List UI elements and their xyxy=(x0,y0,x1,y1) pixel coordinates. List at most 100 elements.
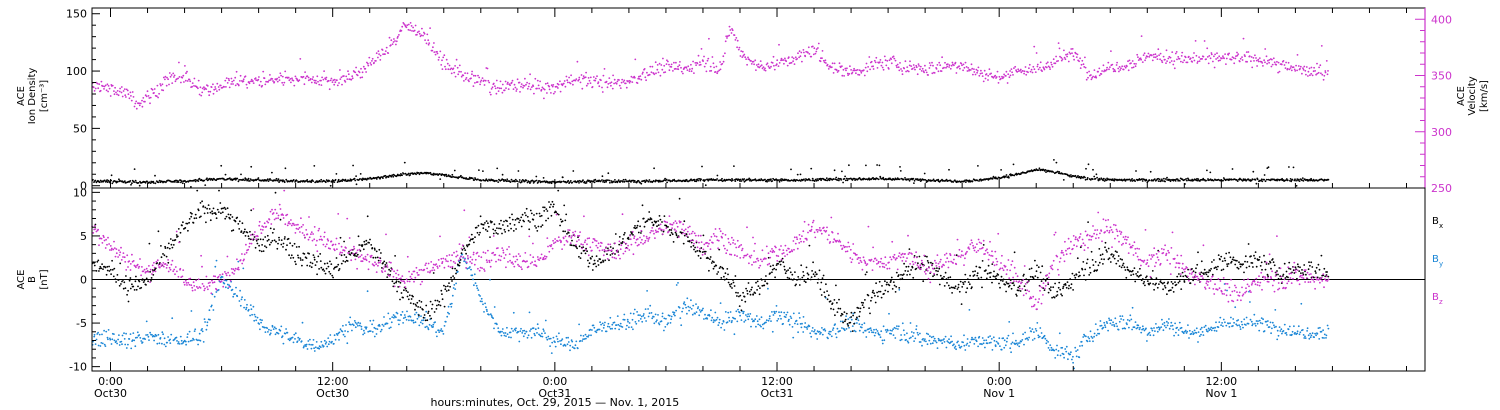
data-point xyxy=(1084,176,1086,179)
data-point xyxy=(1281,332,1283,335)
data-point xyxy=(294,75,297,78)
data-point xyxy=(987,79,989,81)
data-point xyxy=(633,76,636,79)
data-point xyxy=(280,243,283,246)
data-point xyxy=(719,61,721,63)
data-point xyxy=(1195,54,1198,57)
data-point xyxy=(273,326,276,329)
data-point xyxy=(809,179,811,182)
data-point xyxy=(418,32,421,35)
data-point xyxy=(301,321,304,324)
data-point xyxy=(310,347,313,350)
data-point xyxy=(433,42,435,44)
data-point xyxy=(422,319,425,322)
data-point xyxy=(378,53,380,55)
data-point xyxy=(792,57,795,60)
data-point xyxy=(732,179,734,182)
data-point xyxy=(509,84,511,87)
data-point xyxy=(199,339,202,342)
data-point xyxy=(1040,332,1043,334)
data-point xyxy=(696,62,699,65)
density-axis-label-2: Ion Density xyxy=(27,68,38,125)
data-point xyxy=(1183,59,1186,62)
data-point xyxy=(940,339,943,342)
data-point xyxy=(579,81,582,84)
data-point xyxy=(349,178,352,181)
data-point xyxy=(943,338,945,340)
data-point xyxy=(345,324,347,326)
data-point xyxy=(1161,323,1164,325)
data-point xyxy=(223,178,226,181)
data-point xyxy=(1249,301,1251,303)
data-point xyxy=(178,76,181,78)
data-point xyxy=(1296,332,1299,335)
data-point xyxy=(382,325,385,327)
data-point xyxy=(1095,173,1098,176)
data-point xyxy=(388,36,391,39)
data-point xyxy=(1081,344,1084,347)
data-point xyxy=(590,334,592,337)
data-point xyxy=(776,319,779,322)
data-point xyxy=(742,310,745,313)
data-point xyxy=(248,82,251,85)
data-point xyxy=(960,345,963,348)
data-point xyxy=(153,92,155,94)
data-point xyxy=(785,60,788,63)
data-point xyxy=(673,311,676,314)
data-point xyxy=(513,83,516,86)
data-point xyxy=(560,180,563,183)
data-point xyxy=(554,85,557,88)
data-point xyxy=(1098,74,1101,77)
data-point xyxy=(278,79,281,81)
data-point xyxy=(237,180,240,183)
data-point xyxy=(892,328,894,331)
data-point xyxy=(582,335,585,337)
data-point xyxy=(523,329,526,332)
data-point xyxy=(890,332,892,335)
data-point xyxy=(1209,328,1212,330)
data-point xyxy=(690,63,692,66)
data-point xyxy=(1177,334,1180,336)
data-point xyxy=(219,84,222,87)
data-point xyxy=(1057,42,1060,44)
data-point xyxy=(778,311,780,314)
data-point xyxy=(105,89,108,92)
data-point xyxy=(550,182,553,185)
data-point xyxy=(868,56,871,58)
data-point xyxy=(1067,60,1070,63)
data-point xyxy=(621,78,624,81)
data-point xyxy=(573,347,576,350)
data-point xyxy=(632,179,635,182)
data-point xyxy=(784,57,786,60)
data-point xyxy=(276,247,279,250)
data-point xyxy=(184,79,187,82)
data-point xyxy=(594,178,597,181)
data-point xyxy=(453,169,456,172)
data-point xyxy=(912,332,915,334)
data-point xyxy=(614,179,616,181)
data-point xyxy=(1131,306,1134,309)
data-point xyxy=(921,67,924,70)
data-point xyxy=(929,342,932,345)
data-point xyxy=(1030,330,1033,333)
data-point xyxy=(1082,63,1085,66)
data-point xyxy=(925,340,927,343)
data-point xyxy=(537,327,540,330)
data-point xyxy=(703,318,705,320)
data-point xyxy=(748,58,751,61)
data-point xyxy=(1079,345,1081,347)
data-point xyxy=(680,70,683,73)
data-point xyxy=(1176,58,1178,61)
data-point xyxy=(460,70,462,73)
data-point xyxy=(496,323,498,326)
data-point xyxy=(509,331,512,334)
data-point xyxy=(929,335,931,338)
data-point xyxy=(139,102,142,105)
data-point xyxy=(460,75,463,78)
data-point xyxy=(328,270,331,273)
data-point xyxy=(508,336,510,339)
data-point xyxy=(827,337,829,340)
data-point xyxy=(702,60,704,62)
data-point xyxy=(526,181,529,184)
data-point xyxy=(839,330,841,332)
